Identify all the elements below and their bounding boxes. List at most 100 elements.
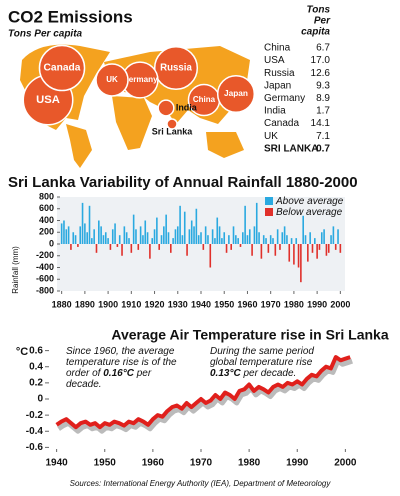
bar bbox=[77, 244, 79, 247]
x-tick-label: 1910 bbox=[121, 299, 141, 309]
bar bbox=[98, 220, 100, 244]
y-tick-label: 600 bbox=[39, 203, 54, 213]
bar bbox=[255, 202, 258, 244]
bubble bbox=[153, 45, 199, 91]
x-tick-label: 1890 bbox=[75, 299, 95, 309]
bar bbox=[283, 226, 286, 244]
x-tick-label: 1950 bbox=[214, 299, 234, 309]
y-tick-label: -0.4 bbox=[26, 426, 44, 437]
annotation-text: per decade. bbox=[66, 368, 152, 390]
chart-title: CO2 Emissions bbox=[8, 7, 133, 26]
row-value: 7.1 bbox=[316, 131, 330, 142]
bar bbox=[244, 205, 246, 244]
bar bbox=[269, 235, 272, 244]
bar bbox=[297, 244, 300, 268]
column-header: capita bbox=[301, 27, 330, 38]
bubble bbox=[95, 63, 129, 97]
bubble bbox=[157, 99, 175, 117]
bar bbox=[60, 223, 63, 244]
row-label: SRI LANKA bbox=[264, 143, 318, 154]
bubble-label: China bbox=[193, 95, 216, 104]
row-label: China bbox=[264, 43, 291, 54]
bubble-label: Russia bbox=[160, 63, 192, 74]
bar bbox=[165, 214, 167, 244]
bar bbox=[67, 226, 70, 244]
x-tick-label: 1970 bbox=[190, 458, 213, 469]
bar bbox=[144, 220, 147, 244]
bar bbox=[109, 244, 112, 250]
x-tick-label: 1950 bbox=[94, 458, 117, 469]
bar bbox=[320, 232, 323, 244]
x-tick-label: 1940 bbox=[191, 299, 211, 309]
bubble bbox=[216, 74, 256, 114]
bar bbox=[116, 244, 119, 247]
bar bbox=[304, 235, 307, 244]
row-value: 12.6 bbox=[311, 68, 331, 79]
bar bbox=[225, 244, 228, 253]
bar bbox=[84, 223, 86, 244]
bar bbox=[232, 226, 235, 244]
bar bbox=[242, 232, 244, 244]
row-value: 14.1 bbox=[311, 118, 331, 129]
chart-title: Sri Lanka Variability of Annual Rainfall… bbox=[8, 174, 358, 191]
y-tick-label: -400 bbox=[36, 262, 54, 272]
bar bbox=[327, 244, 330, 253]
bar bbox=[102, 235, 105, 244]
bar bbox=[107, 238, 109, 244]
bar bbox=[193, 226, 195, 244]
y-tick-label: -200 bbox=[36, 250, 54, 260]
bar bbox=[228, 235, 230, 244]
bar bbox=[188, 229, 191, 244]
annotation-text: Since 1960, the average temperature rise… bbox=[66, 346, 177, 379]
bar bbox=[230, 244, 232, 250]
row-value: 9.3 bbox=[316, 80, 330, 91]
bar bbox=[235, 235, 237, 244]
bar bbox=[139, 226, 142, 244]
bar bbox=[181, 235, 184, 244]
y-tick-label: 0.4 bbox=[29, 361, 43, 372]
bubble-label: India bbox=[176, 102, 198, 112]
bar bbox=[149, 244, 151, 259]
bar bbox=[262, 235, 265, 244]
bar bbox=[300, 244, 302, 283]
x-tick-label: 1880 bbox=[52, 299, 72, 309]
bubble bbox=[166, 118, 178, 130]
row-label: Japan bbox=[264, 80, 291, 91]
bar bbox=[170, 244, 172, 253]
bar bbox=[239, 244, 242, 247]
bar bbox=[65, 229, 68, 244]
bar bbox=[114, 223, 116, 244]
bar bbox=[91, 238, 93, 244]
bar bbox=[307, 244, 309, 262]
bar bbox=[276, 229, 279, 244]
bar bbox=[214, 238, 216, 244]
y-tick-label: 0 bbox=[49, 238, 54, 248]
bar bbox=[218, 226, 221, 244]
x-tick-label: 2000 bbox=[334, 458, 357, 469]
bar bbox=[204, 226, 207, 244]
x-tick-label: 1980 bbox=[238, 458, 261, 469]
y-axis-label: °C bbox=[16, 346, 28, 358]
annotation: During the same period global temperatur… bbox=[210, 346, 330, 379]
bar bbox=[311, 244, 314, 253]
annotation-highlight: 0.16°C bbox=[103, 368, 134, 379]
column-header: Tons bbox=[306, 5, 330, 16]
bar bbox=[137, 244, 140, 250]
bar bbox=[265, 238, 267, 244]
bar bbox=[153, 229, 156, 244]
bar bbox=[146, 232, 149, 244]
bar bbox=[274, 244, 277, 256]
bar bbox=[93, 229, 95, 244]
bar bbox=[281, 232, 284, 244]
bar bbox=[176, 226, 179, 244]
bar bbox=[190, 220, 193, 244]
bar bbox=[118, 235, 121, 244]
annotation-highlight: 0.13°C bbox=[210, 368, 241, 379]
bar bbox=[95, 244, 98, 253]
bar bbox=[339, 244, 342, 253]
source: Sources: International Energy Authority … bbox=[70, 479, 332, 488]
bar bbox=[302, 215, 304, 244]
x-tick-label: 1920 bbox=[145, 299, 165, 309]
annotation-text: During the same period global temperatur… bbox=[210, 346, 314, 368]
